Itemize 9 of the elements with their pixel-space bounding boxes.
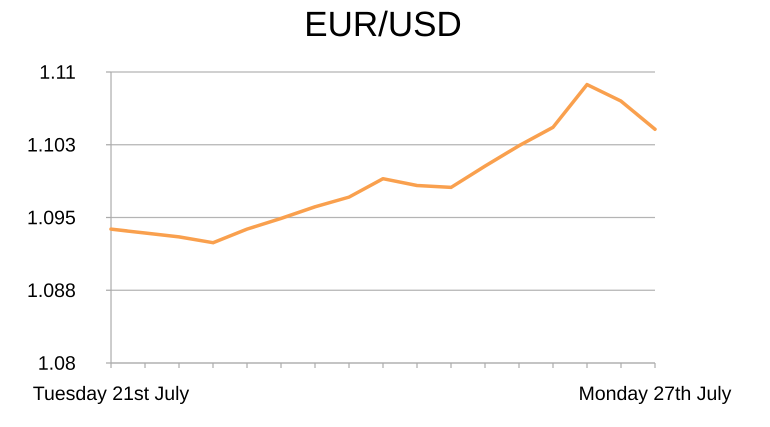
y-tick-label: 1.088 <box>28 283 75 298</box>
line-series <box>109 82 657 244</box>
y-tick-label: 1.095 <box>28 210 75 224</box>
y-tick-label: 1.103 <box>28 138 75 152</box>
y-tick-label: 1.11 <box>40 65 75 79</box>
x-tick-label: Tuesday 21st July <box>33 386 190 404</box>
x-tick-label: Monday 27th July <box>580 386 732 404</box>
chart-title: EUR/USD <box>307 10 460 36</box>
y-tick-label: 1.08 <box>39 356 75 370</box>
